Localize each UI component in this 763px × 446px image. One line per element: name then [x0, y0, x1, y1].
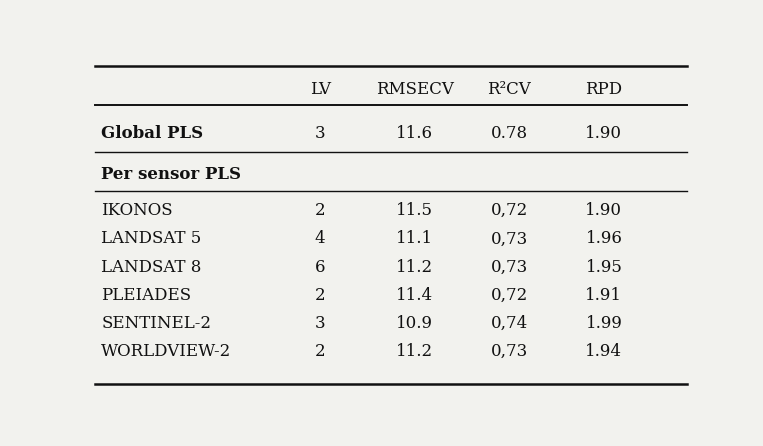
Text: WORLDVIEW-2: WORLDVIEW-2 — [101, 343, 231, 360]
Text: 11.6: 11.6 — [396, 125, 433, 142]
Text: R²CV: R²CV — [488, 81, 531, 98]
Text: 0,73: 0,73 — [491, 343, 528, 360]
Text: 10.9: 10.9 — [396, 315, 433, 332]
Text: 1.95: 1.95 — [585, 259, 623, 276]
Text: 11.1: 11.1 — [396, 231, 433, 248]
Text: 2: 2 — [315, 202, 325, 219]
Text: 1.94: 1.94 — [585, 343, 623, 360]
Text: LV: LV — [310, 81, 330, 98]
Text: PLEIADES: PLEIADES — [101, 287, 192, 304]
Text: 0,72: 0,72 — [491, 202, 528, 219]
Text: 1.90: 1.90 — [585, 125, 623, 142]
Text: RMSECV: RMSECV — [375, 81, 454, 98]
Text: 0.78: 0.78 — [491, 125, 528, 142]
Text: LANDSAT 5: LANDSAT 5 — [101, 231, 201, 248]
Text: 3: 3 — [315, 125, 325, 142]
Text: 6: 6 — [315, 259, 325, 276]
Text: 1.96: 1.96 — [585, 231, 623, 248]
Text: 11.4: 11.4 — [396, 287, 433, 304]
Text: Per sensor PLS: Per sensor PLS — [101, 166, 241, 183]
Text: LANDSAT 8: LANDSAT 8 — [101, 259, 201, 276]
Text: 4: 4 — [315, 231, 325, 248]
Text: 1.90: 1.90 — [585, 202, 623, 219]
Text: 0,74: 0,74 — [491, 315, 528, 332]
Text: 11.5: 11.5 — [396, 202, 433, 219]
Text: Global PLS: Global PLS — [101, 125, 204, 142]
Text: 11.2: 11.2 — [396, 259, 433, 276]
Text: 0,73: 0,73 — [491, 231, 528, 248]
Text: 2: 2 — [315, 343, 325, 360]
Text: 2: 2 — [315, 287, 325, 304]
Text: IKONOS: IKONOS — [101, 202, 173, 219]
Text: 1.99: 1.99 — [585, 315, 623, 332]
Text: 1.91: 1.91 — [585, 287, 623, 304]
Text: 3: 3 — [315, 315, 325, 332]
Text: 0,72: 0,72 — [491, 287, 528, 304]
Text: 0,73: 0,73 — [491, 259, 528, 276]
Text: SENTINEL-2: SENTINEL-2 — [101, 315, 211, 332]
Text: RPD: RPD — [585, 81, 623, 98]
Text: 11.2: 11.2 — [396, 343, 433, 360]
